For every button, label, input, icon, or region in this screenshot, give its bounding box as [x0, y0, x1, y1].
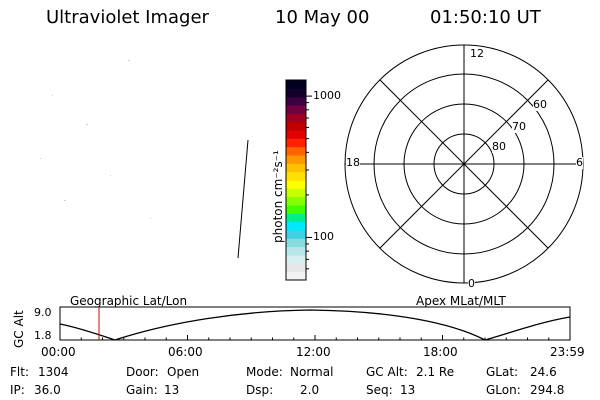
- gc-alt-label: GC Alt:: [366, 365, 408, 379]
- colorbar-tick-100: 100: [313, 230, 334, 244]
- timeline-x-tick-1200: 12:00: [296, 345, 331, 359]
- gain-value: 13: [164, 383, 180, 397]
- gain-label: Gain:: [126, 383, 158, 397]
- colorbar-swatch: [286, 121, 306, 131]
- glat-value: 24.6: [530, 365, 557, 379]
- colorbar-swatch: [286, 80, 306, 89]
- colorbar-swatch: [286, 246, 306, 256]
- colorbar-swatch: [286, 180, 306, 189]
- colorbar-swatch: [286, 163, 306, 173]
- colorbar-swatch: [286, 255, 306, 264]
- colorbar-swatch: [286, 205, 306, 214]
- colorbar-swatch: [286, 196, 306, 206]
- image-speckle: [40, 60, 151, 219]
- seq-value: 13: [400, 383, 416, 397]
- colorbar-swatch: [286, 213, 306, 223]
- colorbar-swatch: [286, 188, 306, 198]
- colorbar-swatch: [286, 263, 306, 273]
- door-value: Open: [167, 365, 200, 379]
- colorbar-tick-1000: 1000: [313, 89, 341, 103]
- timeline-x-tick-0000: 00:00: [41, 345, 76, 359]
- colorbar-swatch: [286, 146, 306, 156]
- colorbar-swatch: [286, 230, 306, 239]
- flt-label: Flt:: [10, 365, 29, 379]
- timeline-y-tick-max: 9.0: [34, 306, 52, 319]
- glat-label: GLat:: [486, 365, 519, 379]
- glon-label: GLon:: [486, 383, 521, 397]
- mode-label: Mode:: [246, 365, 283, 379]
- colorbar-swatch: [286, 96, 306, 106]
- seq-label: Seq:: [366, 383, 393, 397]
- diagonal-meridian-2: [379, 79, 549, 249]
- instrument-title: Ultraviolet Imager: [46, 7, 209, 28]
- time-label: 01:50:10 UT: [430, 7, 541, 28]
- flt-value: 1304: [38, 365, 69, 379]
- dsp-label: Dsp:: [246, 383, 274, 397]
- gc-alt-value: 2.1 Re: [416, 365, 455, 379]
- lat-label-60: 60: [533, 98, 547, 111]
- colorbar-frame: [285, 79, 307, 281]
- ip-value: 36.0: [34, 383, 61, 397]
- glon-value: 294.8: [530, 383, 565, 397]
- mlt-label-0: 0: [468, 277, 475, 290]
- colorbar-swatch: [286, 271, 306, 281]
- colorbar-swatch: [286, 171, 306, 181]
- mlt-label-18: 18: [346, 156, 360, 169]
- mlt-label-6: 6: [576, 156, 583, 169]
- earth-limb-arc: [237, 139, 249, 259]
- timeline-x-tick-2359: 23:59: [550, 345, 585, 359]
- timeline-y-tick-min: 1.8: [34, 329, 52, 342]
- altitude-curve: [59, 309, 571, 341]
- colorbar-swatch: [286, 130, 306, 139]
- timeline-left-caption: Geographic Lat/Lon: [70, 294, 188, 308]
- timeline-x-tick-1800: 18:00: [423, 345, 458, 359]
- lat-label-80: 80: [492, 140, 506, 153]
- dsp-value: 2.0: [300, 383, 320, 397]
- lat-label-70: 70: [512, 120, 526, 133]
- colorbar-ticks: [306, 95, 312, 270]
- colorbar-swatch: [286, 88, 306, 98]
- mode-value: Normal: [290, 365, 334, 379]
- timeline-x-tick-0600: 06:00: [168, 345, 203, 359]
- colorbar-swatch: [286, 221, 306, 231]
- mlt-label-12: 12: [470, 47, 484, 60]
- ip-label: IP:: [10, 383, 25, 397]
- timeline-x-ticks: [59, 335, 571, 340]
- timeline-right-caption: Apex MLat/MLT: [416, 294, 506, 308]
- colorbar-swatch: [286, 105, 306, 114]
- colorbar-swatches: [286, 80, 306, 281]
- colorbar-swatch: [286, 113, 306, 123]
- colorbar-swatch: [286, 238, 306, 248]
- door-label: Door:: [126, 365, 159, 379]
- colorbar-swatch: [286, 138, 306, 148]
- date-label: 10 May 00: [275, 7, 370, 28]
- colorbar-swatch: [286, 155, 306, 164]
